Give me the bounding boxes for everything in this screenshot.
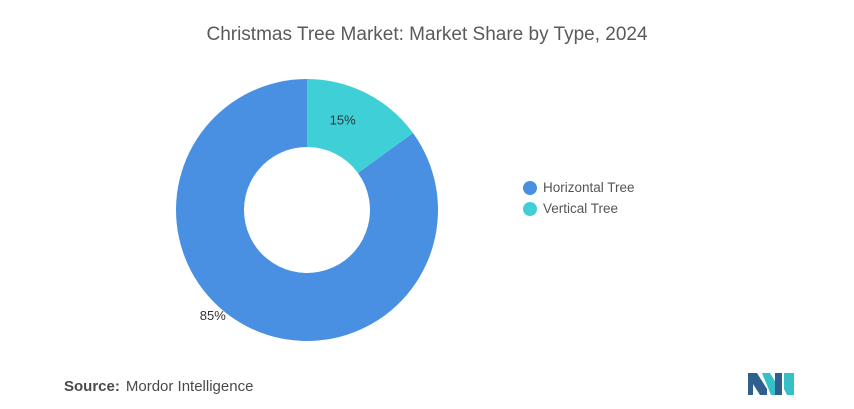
legend: Horizontal Tree Vertical Tree [523, 177, 635, 219]
source-label: Source: [64, 378, 120, 395]
legend-item-horizontal-tree[interactable]: Horizontal Tree [523, 177, 635, 198]
chart-title: Christmas Tree Market: Market Share by T… [206, 24, 648, 45]
legend-label-horizontal-tree: Horizontal Tree [543, 180, 635, 195]
legend-swatch-horizontal-tree [523, 180, 537, 195]
slice-horizontal-tree[interactable] [176, 79, 439, 341]
data-label-vertical-tree: 15% [330, 112, 356, 127]
slice-vertical-tree[interactable] [307, 79, 413, 173]
legend-item-vertical-tree[interactable]: Vertical Tree [523, 198, 635, 219]
source-line: Source: Mordor Intelligence [64, 378, 253, 395]
legend-label-vertical-tree: Vertical Tree [543, 201, 619, 216]
mordor-intelligence-logo-icon [748, 373, 794, 395]
source-name: Mordor Intelligence [125, 378, 254, 395]
data-label-horizontal-tree: 85% [200, 308, 226, 323]
legend-swatch-vertical-tree [523, 201, 537, 216]
